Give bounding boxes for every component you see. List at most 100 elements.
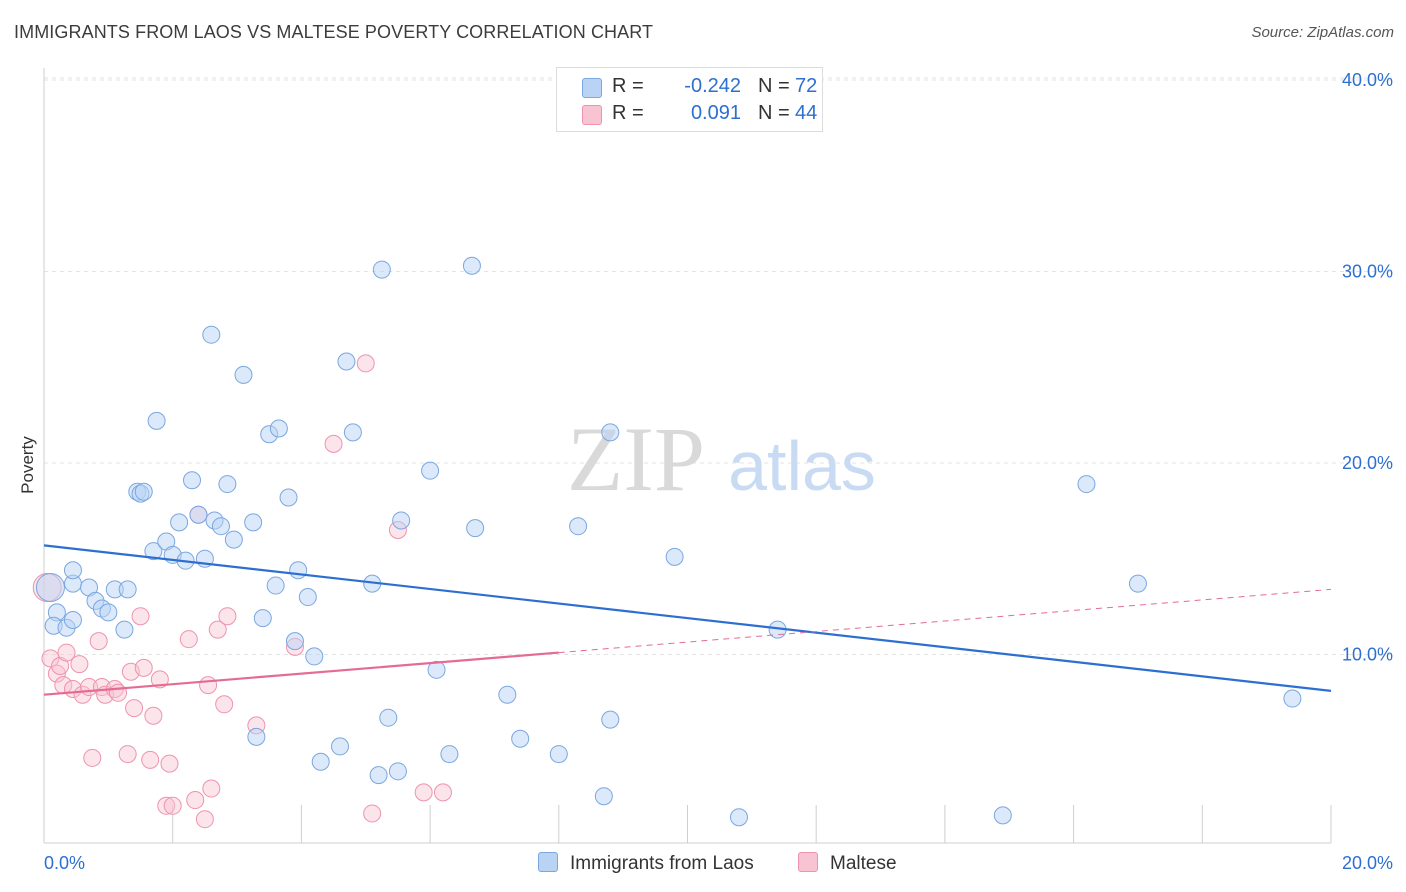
chart-title: IMMIGRANTS FROM LAOS VS MALTESE POVERTY …	[14, 22, 654, 42]
laos-point	[498, 685, 517, 704]
laos-point	[202, 325, 221, 344]
legend-n-value: 72	[795, 75, 818, 97]
legend-r-value: -0.242	[684, 75, 741, 97]
laos-point	[211, 517, 230, 536]
maltese-point	[218, 607, 237, 626]
laos-point	[144, 542, 163, 561]
laos-point	[253, 609, 272, 628]
maltese-trend-extension	[558, 588, 1332, 654]
laos-point	[729, 808, 748, 827]
bottom-legend-label-maltese: Maltese	[830, 853, 897, 874]
laos-point	[388, 762, 407, 781]
laos-point	[427, 660, 446, 679]
laos-point	[289, 561, 308, 580]
maltese-point	[89, 632, 108, 651]
laos-point	[343, 423, 362, 442]
maltese-point	[215, 695, 234, 714]
laos-points	[35, 256, 1302, 827]
laos-point	[372, 260, 391, 279]
x-tick-label: 20.0%	[1342, 853, 1393, 873]
maltese-point	[83, 748, 102, 767]
legend-r-value: 0.091	[690, 102, 741, 124]
laos-point	[993, 806, 1012, 825]
maltese-point	[109, 683, 128, 702]
laos-point	[1283, 689, 1302, 708]
bottom-legend-maltese: Maltese	[798, 852, 897, 875]
watermark-atlas: atlas	[728, 427, 876, 505]
legend-r-label: R =	[612, 102, 644, 124]
maltese-point	[202, 779, 221, 798]
y-tick-label: 20.0%	[1342, 453, 1393, 473]
laos-point	[549, 745, 568, 764]
legend-n-label: N =	[758, 75, 790, 97]
legend-n-label: N =	[758, 102, 790, 124]
laos-point	[285, 632, 304, 651]
maltese-point	[118, 745, 137, 764]
maltese-point	[195, 810, 214, 829]
laos-point	[665, 547, 684, 566]
maltese-point	[163, 796, 182, 815]
laos-point	[183, 471, 202, 490]
bottom-legend-label-laos: Immigrants from Laos	[570, 853, 754, 874]
laos-point	[298, 588, 317, 607]
laos-point	[369, 766, 388, 785]
source-label: Source: ZipAtlas.com	[1251, 24, 1394, 41]
laos-point	[337, 352, 356, 371]
maltese-point	[324, 434, 343, 453]
tick-labels: 10.0% 20.0% 30.0% 40.0% 0.0% 20.0%	[44, 70, 1393, 873]
laos-point	[305, 647, 324, 666]
y-tick-label: 10.0%	[1342, 645, 1393, 665]
laos-point	[379, 708, 398, 727]
laos-point	[234, 365, 253, 384]
laos-point	[266, 576, 285, 595]
legend-swatch-laos	[582, 78, 602, 98]
laos-point	[1128, 574, 1147, 593]
laos-point	[594, 787, 613, 806]
laos-point	[462, 256, 481, 275]
laos-point	[63, 561, 82, 580]
laos-point	[170, 513, 189, 532]
laos-point	[311, 752, 330, 771]
laos-point	[440, 745, 459, 764]
maltese-trend-line	[43, 651, 559, 696]
laos-point	[63, 611, 82, 630]
laos-point	[189, 505, 208, 524]
laos-point	[569, 517, 588, 536]
legend-n-value: 44	[795, 102, 818, 124]
maltese-point	[57, 643, 76, 662]
y-tick-label: 30.0%	[1342, 262, 1393, 282]
maltese-point	[70, 655, 89, 674]
maltese-point	[186, 791, 205, 810]
laos-point	[35, 572, 65, 602]
maltese-point	[363, 804, 382, 823]
laos-point	[247, 727, 266, 746]
watermark-zip: ZIP	[567, 408, 705, 510]
maltese-point	[141, 750, 160, 769]
maltese-point	[125, 699, 144, 718]
maltese-point	[433, 783, 452, 802]
laos-point	[511, 729, 530, 748]
laos-point	[115, 620, 134, 639]
laos-point	[118, 580, 137, 599]
legend-r-label: R =	[612, 75, 644, 97]
laos-point	[147, 411, 166, 430]
bottom-legend-swatch-maltese	[798, 852, 818, 872]
trend-lines	[43, 544, 1332, 696]
maltese-point	[157, 796, 176, 815]
axes	[43, 68, 1332, 844]
laos-point	[244, 513, 263, 532]
watermark: ZIP atlas	[567, 408, 876, 510]
laos-point	[134, 482, 153, 501]
laos-point	[601, 710, 620, 729]
laos-point	[218, 475, 237, 494]
maltese-point	[134, 658, 153, 677]
laos-point	[421, 461, 440, 480]
laos-point	[224, 530, 243, 549]
maltese-point	[41, 649, 60, 668]
laos-point	[269, 419, 288, 438]
legend-swatch-maltese	[582, 105, 602, 125]
maltese-point	[160, 754, 179, 773]
x-tick-label: 0.0%	[44, 853, 85, 873]
laos-point	[279, 488, 298, 507]
